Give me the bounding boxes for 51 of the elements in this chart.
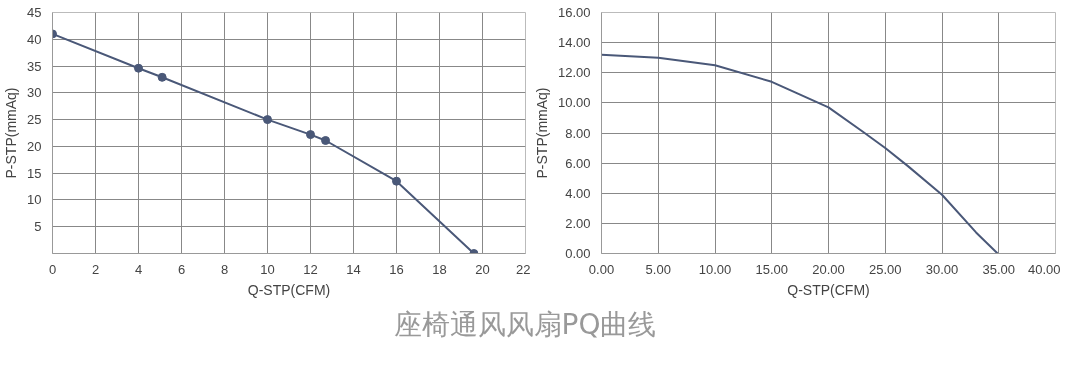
y-tick-label: 5 — [34, 219, 42, 235]
y-tick-label: 2.00 — [565, 215, 591, 231]
x-tick-label: 30.00 — [925, 261, 959, 277]
y-tick-label: 4.00 — [565, 185, 591, 201]
point — [263, 115, 272, 125]
x-tick-label: 20 — [475, 261, 490, 277]
x-tick-label: 25.00 — [868, 261, 902, 277]
y-tick-label: 20 — [27, 138, 42, 154]
x-tick-label: 40.00 — [1027, 261, 1061, 277]
y-axis-title: P-STP(mmAq) — [533, 87, 550, 179]
x-tick-label: 2 — [91, 261, 100, 277]
x-tick-label: 15.00 — [755, 261, 789, 277]
x-tick-label: 4 — [134, 261, 143, 277]
x-tick-label: 0 — [48, 261, 57, 277]
y-tick-label: 12.00 — [557, 65, 591, 81]
x-tick-label: 6 — [177, 261, 186, 277]
x-tick-label: 12 — [303, 261, 318, 277]
point — [134, 63, 143, 73]
x-tick-label: 16 — [389, 261, 404, 277]
y-tick-label: 0.00 — [565, 246, 591, 261]
y-tick-label: 6.00 — [565, 155, 591, 171]
text: 座椅通风风扇PQ曲线 — [393, 307, 657, 343]
y-tick-label: 25 — [27, 112, 42, 128]
x-tick-label: 0.00 — [588, 261, 615, 277]
x-tick-label: 10 — [260, 261, 275, 277]
x-tick-label: 8 — [220, 261, 229, 277]
y-tick-label: 35 — [27, 58, 42, 74]
x-axis-title: Q-STP(CFM) — [787, 281, 870, 298]
y-tick-label: 45 — [27, 5, 42, 20]
x-axis-title: Q-STP(CFM) — [247, 281, 331, 298]
point — [157, 72, 167, 82]
y-tick-label: 14.00 — [557, 35, 591, 51]
x-tick-label: 20.00 — [812, 261, 845, 277]
point — [306, 130, 315, 140]
line-series — [601, 53, 999, 254]
y-axis-title: P-STP(mmAq) — [3, 87, 20, 179]
y-tick-label: 16.00 — [557, 5, 591, 20]
y-tick-label: 40 — [27, 31, 42, 47]
y-tick-label: 30 — [27, 85, 42, 101]
point — [321, 136, 331, 145]
x-tick-label: 18 — [432, 261, 447, 277]
x-tick-label: 22 — [516, 261, 531, 277]
y-tick-label: 10.00 — [557, 95, 591, 111]
x-tick-label: 5.00 — [645, 261, 671, 277]
y-tick-label: 10 — [27, 192, 42, 208]
y-tick-label: 15 — [27, 165, 42, 181]
x-tick-label: 14 — [346, 261, 361, 277]
x-tick-label: 10.00 — [698, 261, 732, 277]
x-tick-label: 35.00 — [982, 261, 1016, 277]
y-tick-label: 8.00 — [565, 125, 591, 141]
point — [392, 176, 401, 186]
